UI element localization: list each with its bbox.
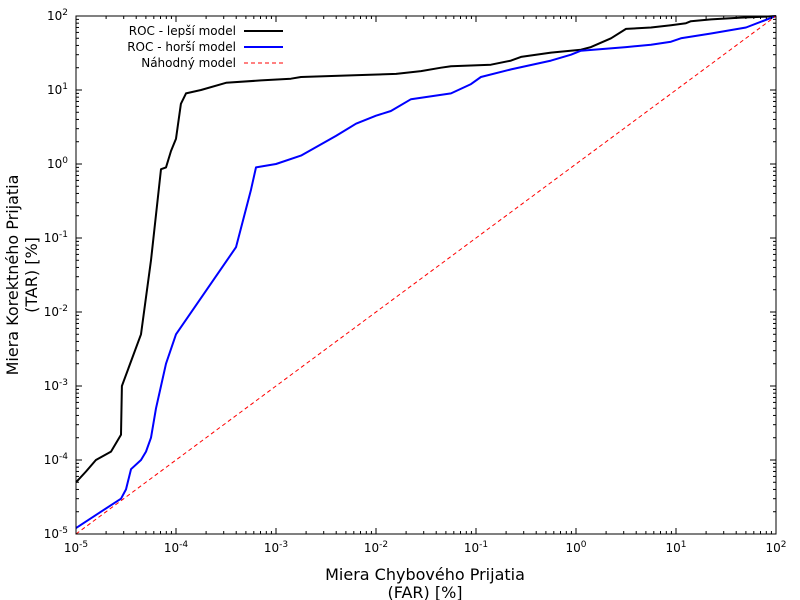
series-layer <box>75 15 777 535</box>
x-tick-label: 10-4 <box>164 540 189 555</box>
legend-label-0: ROC - lepší model <box>129 24 236 38</box>
x-tick-label-exponent: 2 <box>781 540 787 550</box>
y-tick-label-exponent: 1 <box>62 82 68 92</box>
x-tick-label-exponent: 0 <box>581 540 587 550</box>
x-tick-label: 10-3 <box>264 540 288 555</box>
x-tick-label-base: 10 <box>264 541 279 555</box>
x-tick-label-exponent: 1 <box>681 540 687 550</box>
x-tick-label: 100 <box>565 540 586 555</box>
legend-label-2: Náhodný model <box>141 56 236 70</box>
y-axis-title-line-1: Miera Korektného Prijatia <box>3 175 22 376</box>
x-tick-label-exponent: -5 <box>79 540 88 550</box>
y-tick-label-base: 10 <box>47 83 62 97</box>
y-tick-label-exponent: -5 <box>59 526 68 536</box>
x-tick-label: 10-5 <box>64 540 88 555</box>
y-tick-label-exponent: -1 <box>59 230 68 240</box>
x-tick-label: 10-2 <box>364 540 388 555</box>
x-tick-label: 10-1 <box>464 540 488 555</box>
legend-label-1: ROC - horší model <box>127 40 236 54</box>
x-axis-title-line-1: Miera Chybového Prijatia <box>325 565 525 584</box>
series-line-2 <box>75 15 777 535</box>
y-tick-label: 101 <box>47 82 68 97</box>
series-line-0 <box>75 15 777 483</box>
series-line-1 <box>75 15 777 529</box>
x-tick-label-exponent: -1 <box>479 540 488 550</box>
x-tick-label-exponent: -3 <box>279 540 288 550</box>
y-tick-label: 10-3 <box>44 378 68 393</box>
x-axis-title-line-2: (FAR) [%] <box>387 583 462 600</box>
x-tick-label-exponent: -2 <box>379 540 388 550</box>
x-tick-label-exponent: -4 <box>179 540 188 550</box>
plot-frame <box>75 15 777 535</box>
x-tick-label-base: 10 <box>665 541 680 555</box>
y-tick-label-exponent: -2 <box>59 304 68 314</box>
y-tick-label: 10-1 <box>44 230 68 245</box>
x-tick-label-base: 10 <box>464 541 479 555</box>
y-tick-label-base: 10 <box>47 9 62 23</box>
y-tick-label-base: 10 <box>44 379 59 393</box>
y-tick-label-exponent: -4 <box>59 452 68 462</box>
x-tick-label-base: 10 <box>565 541 580 555</box>
x-tick-label: 101 <box>665 540 686 555</box>
y-tick-label: 10-4 <box>44 452 69 467</box>
y-tick-label: 10-2 <box>44 304 68 319</box>
y-tick-label-base: 10 <box>44 453 59 467</box>
x-tick-label-base: 10 <box>164 541 179 555</box>
y-axis-title-line-2: (TAR) [%] <box>22 237 41 313</box>
x-tick-label-base: 10 <box>765 541 780 555</box>
y-tick-label: 102 <box>47 8 68 23</box>
y-tick-label-base: 10 <box>44 305 59 319</box>
y-tick-label-base: 10 <box>47 157 62 171</box>
y-tick-label-exponent: 2 <box>62 8 68 18</box>
x-tick-label-base: 10 <box>364 541 379 555</box>
y-tick-label-exponent: 0 <box>62 156 68 166</box>
x-tick-label-base: 10 <box>64 541 79 555</box>
y-tick-label: 10-5 <box>44 526 68 541</box>
legend: ROC - lepší model ROC - horší model Náhodn… <box>127 24 283 70</box>
y-tick-label-exponent: -3 <box>59 378 68 388</box>
y-tick-label: 100 <box>47 156 68 171</box>
ticks-layer: 10-5 10-4 10-3 10-2 10-1 100 101 10210-510-410-… <box>44 8 787 555</box>
y-tick-label-base: 10 <box>44 527 59 541</box>
x-tick-label: 102 <box>765 540 786 555</box>
y-tick-label-base: 10 <box>44 231 59 245</box>
